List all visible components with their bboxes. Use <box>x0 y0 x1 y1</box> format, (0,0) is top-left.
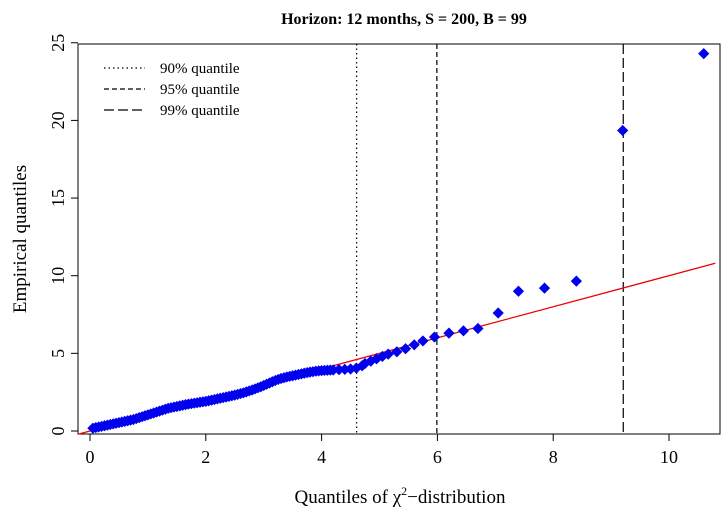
legend-label: 95% quantile <box>160 82 240 98</box>
chart-title: Horizon: 12 months, S = 200, B = 99 <box>281 11 527 28</box>
x-axis: 0 2 4 6 8 10 <box>86 434 678 467</box>
y-tick-label: 0 <box>48 427 68 436</box>
x-tick-label: 10 <box>660 447 678 467</box>
y-tick-label: 20 <box>48 111 68 129</box>
data-point <box>492 307 504 319</box>
data-point <box>408 339 420 351</box>
data-point <box>399 343 412 355</box>
plot-frame <box>77 43 721 435</box>
data-point <box>457 325 470 337</box>
data-points <box>87 48 710 434</box>
x-tick-label: 0 <box>86 447 95 467</box>
data-point <box>382 348 394 360</box>
x-axis-label-rest: −distribution <box>407 487 506 508</box>
y-tick-label: 25 <box>48 34 68 52</box>
data-point <box>570 275 582 287</box>
x-axis-label-symbol: χ <box>392 487 402 508</box>
data-point <box>417 335 429 347</box>
x-axis-label-main: Quantiles of <box>295 487 393 508</box>
data-point <box>344 363 357 375</box>
data-point <box>698 48 710 60</box>
data-point <box>512 285 525 297</box>
data-point <box>617 124 629 137</box>
y-tick-label: 10 <box>48 267 68 285</box>
data-point <box>443 327 455 339</box>
y-tick-label: 5 <box>48 349 68 358</box>
data-point <box>538 282 551 294</box>
y-axis: 0 5 10 15 20 25 <box>48 34 78 436</box>
data-point <box>359 357 371 370</box>
y-tick-label: 15 <box>48 189 68 207</box>
legend: 90% quantile 95% quantile 99% quantile <box>104 61 240 119</box>
legend-label: 99% quantile <box>160 103 240 119</box>
legend-label: 90% quantile <box>160 61 240 77</box>
x-tick-label: 6 <box>433 447 442 467</box>
data-point <box>371 353 383 365</box>
x-tick-label: 4 <box>317 447 326 467</box>
data-point <box>350 362 362 374</box>
data-point <box>472 322 484 335</box>
x-tick-label: 8 <box>549 447 558 467</box>
y-axis-label: Empirical quantiles <box>10 165 31 313</box>
x-tick-label: 2 <box>201 447 210 467</box>
quantile-lines <box>356 44 624 434</box>
data-point <box>428 331 441 343</box>
x-axis-label-sup: 2 <box>401 484 407 498</box>
x-axis-label: Quantiles of χ2−distribution <box>295 484 506 508</box>
data-point <box>391 346 403 358</box>
